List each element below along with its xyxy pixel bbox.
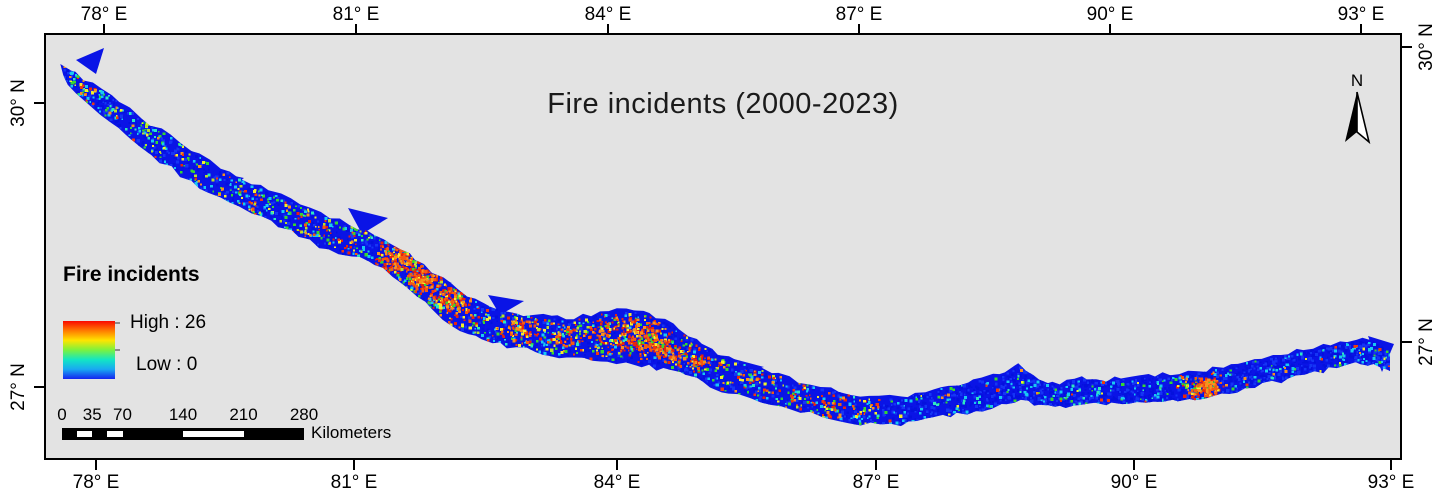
scale-bar-segment <box>77 431 93 437</box>
axis-label-top: 93° E <box>1337 4 1385 25</box>
axis-label-top: 87° E <box>835 4 883 25</box>
axis-label-top: 81° E <box>332 4 380 25</box>
scale-bar-number: 210 <box>229 405 258 424</box>
axis-tick-bottom <box>875 460 877 470</box>
axis-tick-left <box>34 386 44 388</box>
axis-label-left: 30° N <box>8 79 29 127</box>
axis-label-bottom: 81° E <box>330 472 378 493</box>
axis-tick-top <box>858 24 860 33</box>
axis-label-bottom: 90° E <box>1110 472 1158 493</box>
legend-high-label: High : 26 <box>130 312 207 333</box>
axis-label-top: 78° E <box>80 4 128 25</box>
axis-tick-top <box>355 24 357 33</box>
axis-label-top: 90° E <box>1086 4 1134 25</box>
axis-label-right: 27° N <box>1416 318 1437 366</box>
map-title: Fire incidents (2000-2023) <box>547 88 899 120</box>
axis-label-bottom: 78° E <box>72 472 120 493</box>
scale-bar-unit: Kilometers <box>311 423 392 442</box>
north-arrow: N <box>1345 71 1371 145</box>
ramp-tick-high <box>115 322 120 324</box>
axis-tick-top <box>1360 24 1362 33</box>
scale-bar-number: 0 <box>57 405 67 424</box>
axis-tick-right <box>1402 341 1412 343</box>
axis-tick-top <box>1109 24 1111 33</box>
legend-low-label: Low : 0 <box>136 354 198 375</box>
north-arrow-label: N <box>1351 71 1363 90</box>
axis-tick-bottom <box>95 460 97 470</box>
axis-label-bottom: 87° E <box>852 472 900 493</box>
scale-bar-number: 140 <box>168 405 198 424</box>
scale-bar-number: 35 <box>82 405 102 424</box>
legend-color-ramp <box>63 321 115 379</box>
north-arrow-right-half <box>1356 91 1371 145</box>
axis-label-right: 30° N <box>1416 23 1437 71</box>
axis-tick-bottom <box>1133 460 1135 470</box>
axis-tick-right <box>1402 46 1412 48</box>
axis-label-top: 84° E <box>584 4 632 25</box>
axis-label-left: 27° N <box>8 363 29 411</box>
scale-bar-segment <box>107 431 123 437</box>
axis-label-bottom: 93° E <box>1367 472 1415 493</box>
legend-title: Fire incidents <box>63 263 200 286</box>
axis-tick-bottom <box>616 460 618 470</box>
scale-bar-number: 70 <box>113 405 132 424</box>
scale-bar-segment <box>183 431 244 437</box>
axis-tick-top <box>607 24 609 33</box>
ramp-tick-mid <box>115 349 120 351</box>
scale-bar-number: 280 <box>289 405 319 424</box>
axis-tick-bottom <box>1390 460 1392 470</box>
axis-label-bottom: 84° E <box>593 472 641 493</box>
axis-tick-top <box>103 24 105 33</box>
north-arrow-left-half <box>1345 92 1357 142</box>
axis-tick-bottom <box>353 460 355 470</box>
axis-tick-left <box>34 102 44 104</box>
